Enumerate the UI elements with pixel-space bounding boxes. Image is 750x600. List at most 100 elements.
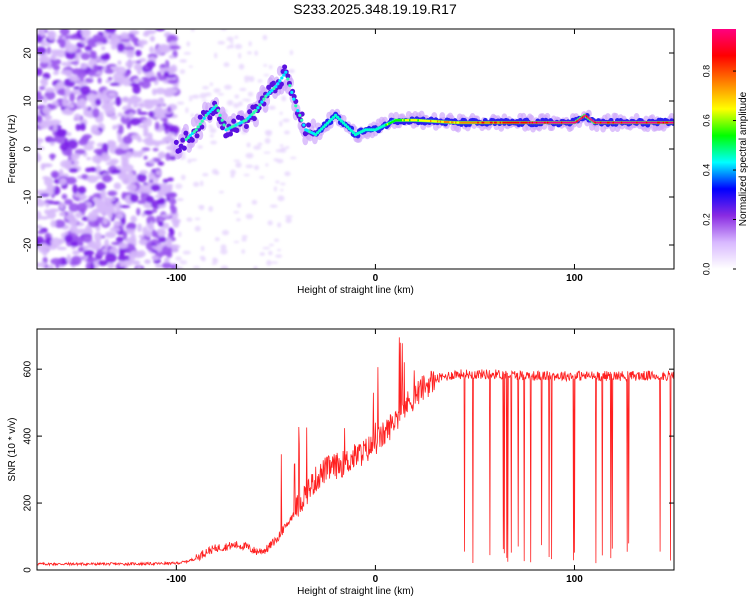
ridge-cell [645, 121, 648, 124]
noise-cell [248, 41, 252, 47]
ridge-cell [528, 121, 531, 124]
x-tick-label: 0 [373, 574, 379, 585]
noise-cell [254, 50, 258, 56]
noise-cell [119, 204, 131, 209]
core-cell [244, 118, 248, 122]
x-tick-label: -100 [166, 273, 186, 284]
noise-cell [241, 238, 247, 242]
noise-cell [128, 82, 140, 87]
noise-cell [168, 45, 181, 50]
noise-cell [247, 91, 254, 97]
noise-cell [55, 129, 67, 137]
noise-cell [247, 51, 252, 55]
core-cell [322, 125, 326, 129]
noise-cell [66, 34, 79, 40]
noise-cell [151, 208, 158, 213]
band-cell [282, 64, 288, 70]
core-cell [351, 131, 356, 135]
ridge-cell [461, 121, 464, 124]
noise-cell [64, 198, 73, 205]
noise-cell [157, 229, 165, 237]
noise-cell [116, 212, 124, 219]
core-cell [280, 76, 284, 80]
ridge-cell [574, 121, 577, 124]
noise-cell [234, 94, 240, 99]
band-cell [231, 118, 237, 124]
noise-cell [113, 71, 125, 82]
noise-cell [61, 232, 66, 239]
noise-cell [37, 67, 43, 77]
ridge-cell [594, 121, 596, 124]
ridge-cell [422, 119, 425, 122]
noise-cell [129, 193, 139, 203]
ridge-cell [445, 121, 447, 124]
noise-cell [46, 184, 56, 192]
ridge-cell [484, 121, 486, 124]
x-tick-label: 100 [566, 574, 583, 585]
ridge-cell [487, 121, 489, 124]
ridge-cell [638, 121, 641, 124]
ridge-cell [460, 121, 463, 124]
ridge-cell [530, 121, 532, 124]
noise-cell [233, 159, 241, 162]
noise-cell [78, 37, 86, 41]
noise-cell [85, 167, 92, 173]
noise-cell [253, 266, 258, 269]
noise-cell [78, 98, 87, 107]
ridge-cell [587, 116, 590, 119]
noise-cell [194, 225, 201, 232]
noise-cell [50, 258, 62, 265]
noise-cell [244, 80, 249, 83]
ridge-cell [506, 121, 509, 124]
y-tick-label: 400 [23, 427, 34, 444]
ridge-cell [630, 121, 633, 124]
noise-cell [132, 84, 141, 95]
noise-cell [114, 148, 125, 156]
noise-cell [176, 198, 184, 201]
noise-cell [175, 266, 183, 269]
ridge-cell [390, 121, 393, 124]
noise-cell [109, 82, 120, 86]
noise-cell [157, 204, 166, 209]
noise-cell [142, 103, 151, 108]
noise-cell [139, 184, 152, 193]
ridge-cell [592, 120, 595, 123]
core-cell [282, 73, 286, 77]
noise-cell [123, 46, 135, 51]
noise-cell [111, 65, 120, 72]
noise-cell [68, 203, 80, 212]
noise-cell [142, 31, 150, 37]
noise-cell [284, 130, 290, 135]
ridge-cell [559, 121, 562, 124]
noise-cell [80, 29, 91, 38]
noise-cell [65, 51, 77, 60]
noise-cell [188, 98, 193, 102]
noise-cell [270, 261, 279, 264]
noise-cell [115, 236, 124, 243]
ridge-cell [641, 121, 644, 124]
noise-cell [42, 106, 52, 115]
noise-cell [136, 108, 142, 113]
core-cell [276, 82, 280, 86]
ridge-cell [501, 121, 503, 124]
band-cell [189, 137, 195, 143]
ridge-cell [558, 121, 560, 124]
ridge-cell [576, 120, 578, 123]
y-tick-label: -20 [23, 237, 34, 252]
noise-cell [154, 194, 163, 199]
noise-cell [117, 254, 127, 262]
noise-cell [129, 112, 134, 118]
core-cell [252, 110, 256, 115]
core-cell [300, 118, 304, 122]
noise-cell [146, 60, 156, 68]
noise-cell [56, 246, 67, 251]
noise-cell [54, 59, 62, 65]
noise-cell [37, 110, 41, 116]
noise-cell [77, 246, 85, 253]
noise-cell [154, 121, 160, 130]
x-tick-label: -100 [166, 574, 186, 585]
noise-cell [169, 155, 177, 161]
noise-cell [204, 92, 212, 97]
core-cell [202, 116, 206, 120]
ridge-cell [425, 119, 428, 122]
